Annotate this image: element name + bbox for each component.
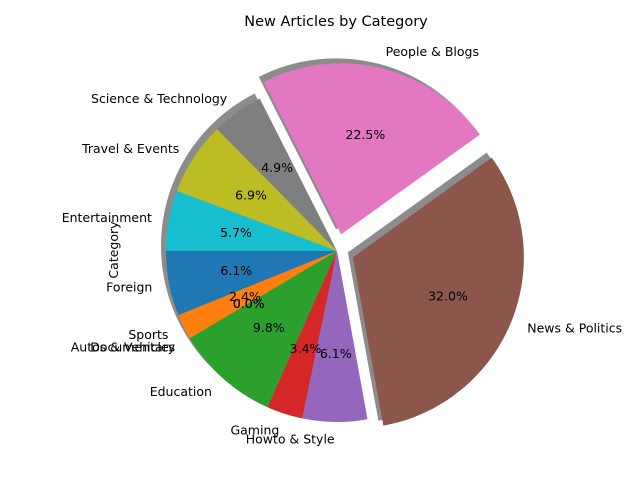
slice-foreign [166, 251, 337, 316]
slice-people-and-blogs [263, 63, 480, 235]
slice-label-news-and-politics: News & Politics [527, 320, 622, 335]
slice-label-sports: Sports [128, 327, 168, 342]
slice-percent-foreign: 6.1% [220, 263, 252, 278]
slice-label-documentary: Documentary [90, 339, 176, 354]
slice-percent-science-and-technology: 4.9% [261, 160, 293, 175]
slice-label-education: Education [150, 384, 212, 399]
slice-entertainment [165, 190, 337, 251]
slice-percent-people-and-blogs: 22.5% [346, 127, 386, 142]
slice-label-autos-and-vehicles: Autos & Vehicles [71, 339, 175, 354]
slice-label-foreign: Foreign [106, 279, 152, 294]
slice-news-and-politics [352, 157, 524, 426]
slice-percent-howto-and-style: 6.1% [320, 346, 352, 361]
chart-title: New Articles by Category [244, 14, 428, 30]
slice-gaming [267, 251, 337, 419]
slice-percent-autos-and-vehicles: 0.0% [233, 296, 265, 311]
slice-label-science-and-technology: Science & Technology [91, 91, 228, 106]
slice-label-howto-and-style: Howto & Style [246, 432, 335, 447]
slice-howto-and-style [302, 251, 368, 422]
slice-science-and-technology [217, 98, 337, 251]
slice-percent-gaming: 3.4% [290, 341, 322, 356]
slice-label-entertainment: Entertainment [62, 210, 152, 225]
slice-percent-labels: 6.1%2.4%0.0%0.0%9.8%3.4%6.1%32.0%22.5%4.… [220, 127, 468, 361]
slice-travel-and-events [176, 129, 337, 251]
slice-percent-sports: 2.4% [229, 289, 261, 304]
slice-percent-documentary: 0.0% [233, 296, 265, 311]
slice-label-people-and-blogs: People & Blogs [386, 44, 479, 59]
slice-label-travel-and-events: Travel & Events [81, 141, 179, 156]
slice-percent-education: 9.8% [253, 320, 285, 335]
pie-wedges [165, 63, 524, 426]
slice-sports [178, 251, 337, 339]
slice-label-gaming: Gaming [230, 423, 279, 438]
y-axis-label: Category [106, 221, 121, 279]
slice-percent-travel-and-events: 6.9% [235, 188, 267, 203]
slice-percent-entertainment: 5.7% [220, 225, 252, 240]
slice-education [189, 251, 337, 408]
slice-percent-news-and-politics: 32.0% [428, 288, 468, 303]
